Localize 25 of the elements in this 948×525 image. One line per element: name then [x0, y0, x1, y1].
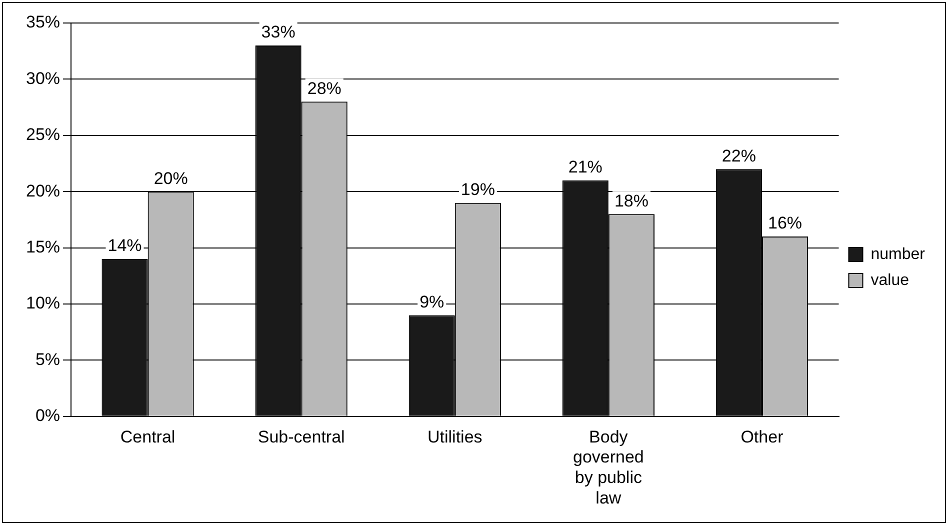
y-tick-label: 15%: [26, 237, 60, 256]
x-tick-label: Body governed by public law: [572, 427, 644, 508]
y-tick-label: 35%: [26, 12, 60, 32]
x-tick-label: Other: [740, 427, 784, 446]
legend-label: value: [870, 272, 910, 289]
data-label: 22%: [722, 146, 756, 166]
legend-label: number: [870, 246, 926, 263]
data-label: 16%: [768, 214, 802, 233]
y-tick-label: 10%: [26, 294, 60, 313]
y-tick-label: 30%: [26, 68, 60, 88]
data-label: 33%: [261, 22, 296, 42]
data-label: 21%: [568, 158, 602, 177]
x-tick-label: Sub-central: [258, 427, 345, 446]
data-label: 14%: [108, 236, 142, 256]
data-label: 19%: [460, 180, 495, 200]
data-label: 9%: [420, 292, 444, 312]
y-tick-label: 5%: [35, 350, 60, 369]
y-tick-label: 20%: [26, 181, 60, 200]
data-label: 20%: [154, 168, 188, 188]
data-label: 28%: [307, 78, 342, 98]
x-tick-label: Utilities: [427, 427, 482, 446]
y-tick-label: 25%: [26, 125, 60, 144]
data-label: 18%: [614, 191, 648, 210]
y-tick-label: 0%: [35, 406, 60, 426]
x-tick-label: Central: [120, 427, 176, 446]
